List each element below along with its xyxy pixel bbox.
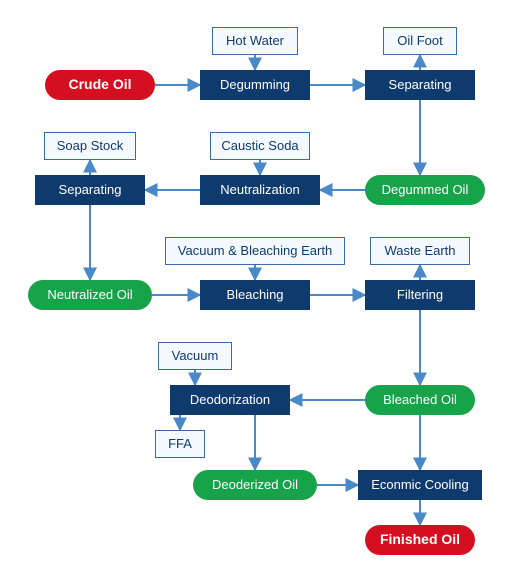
node-separating1: Separating — [365, 70, 475, 100]
node-econ_cool: Econmic Cooling — [358, 470, 482, 500]
node-crude_oil: Crude Oil — [45, 70, 155, 100]
flowchart: { "type": "flowchart", "background_color… — [0, 0, 528, 572]
node-degummed_oil: Degummed Oil — [365, 175, 485, 205]
node-vac_bleach: Vacuum & Bleaching Earth — [165, 237, 345, 265]
node-hot_water: Hot Water — [212, 27, 298, 55]
node-filtering: Filtering — [365, 280, 475, 310]
node-vacuum: Vacuum — [158, 342, 232, 370]
node-ffa: FFA — [155, 430, 205, 458]
node-oil_foot: Oil Foot — [383, 27, 457, 55]
node-caustic_soda: Caustic Soda — [210, 132, 310, 160]
node-separating2: Separating — [35, 175, 145, 205]
node-neutralization: Neutralization — [200, 175, 320, 205]
node-deoderized_oil: Deoderized Oil — [193, 470, 317, 500]
node-degumming: Degumming — [200, 70, 310, 100]
node-bleaching: Bleaching — [200, 280, 310, 310]
node-bleached_oil: Bleached Oil — [365, 385, 475, 415]
node-deodorization: Deodorization — [170, 385, 290, 415]
node-waste_earth: Waste Earth — [370, 237, 470, 265]
node-soap_stock: Soap Stock — [44, 132, 136, 160]
node-finished_oil: Finished Oil — [365, 525, 475, 555]
node-neutralized_oil: Neutralized Oil — [28, 280, 152, 310]
